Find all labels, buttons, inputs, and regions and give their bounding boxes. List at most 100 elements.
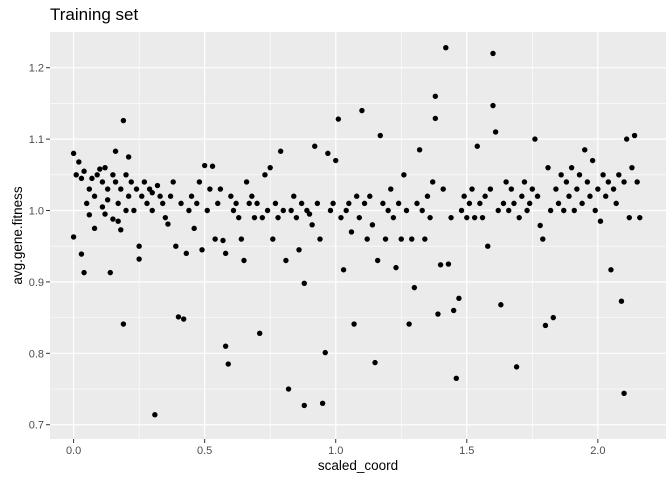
data-point bbox=[456, 295, 462, 302]
data-point bbox=[613, 200, 619, 207]
data-point bbox=[340, 267, 347, 273]
data-point bbox=[589, 157, 596, 164]
data-point bbox=[280, 207, 286, 214]
data-point bbox=[91, 193, 98, 199]
data-point bbox=[346, 200, 352, 207]
data-point bbox=[409, 236, 415, 242]
data-point bbox=[450, 307, 457, 314]
data-point bbox=[401, 172, 407, 178]
data-point bbox=[526, 200, 533, 207]
data-point bbox=[623, 136, 630, 142]
data-point bbox=[76, 159, 82, 165]
data-point bbox=[558, 172, 564, 178]
data-point bbox=[222, 250, 229, 257]
data-point bbox=[188, 193, 195, 199]
data-point bbox=[377, 132, 383, 139]
data-point bbox=[584, 179, 591, 185]
data-point bbox=[97, 166, 103, 172]
data-point bbox=[419, 207, 425, 214]
data-point bbox=[112, 179, 119, 185]
data-point bbox=[267, 164, 273, 171]
data-point bbox=[288, 207, 294, 214]
data-point bbox=[406, 321, 412, 327]
data-point bbox=[356, 214, 363, 221]
data-point bbox=[270, 236, 276, 242]
data-point bbox=[222, 343, 229, 349]
data-point bbox=[547, 207, 554, 214]
data-point bbox=[301, 402, 307, 409]
data-point bbox=[139, 193, 145, 199]
data-point bbox=[275, 214, 281, 221]
data-point bbox=[314, 200, 321, 207]
data-point bbox=[183, 250, 190, 257]
y-tick-label: 1.2 bbox=[29, 63, 44, 75]
data-point bbox=[243, 179, 250, 185]
data-point bbox=[524, 207, 530, 214]
data-point bbox=[118, 186, 124, 192]
data-point bbox=[175, 314, 182, 320]
y-tick-label: 0.7 bbox=[29, 420, 44, 432]
data-point bbox=[236, 214, 242, 221]
x-tick-label: 2.0 bbox=[590, 445, 605, 457]
data-point bbox=[167, 193, 174, 199]
data-point bbox=[563, 179, 570, 185]
data-point bbox=[149, 207, 155, 214]
data-point bbox=[178, 200, 184, 207]
data-point bbox=[78, 251, 85, 257]
data-point bbox=[107, 269, 113, 276]
data-point bbox=[264, 207, 271, 214]
data-point bbox=[498, 302, 504, 308]
data-point bbox=[616, 172, 622, 178]
data-point bbox=[207, 186, 213, 192]
plot-panel bbox=[50, 32, 666, 439]
data-point bbox=[634, 179, 640, 185]
data-point bbox=[91, 225, 98, 232]
data-point bbox=[605, 179, 612, 185]
data-point bbox=[330, 200, 336, 207]
data-point bbox=[555, 200, 562, 207]
data-point bbox=[89, 175, 95, 182]
y-axis-title: avg.gene.fitness bbox=[10, 186, 25, 285]
data-point bbox=[110, 172, 116, 178]
data-point bbox=[461, 193, 467, 199]
data-point bbox=[194, 200, 200, 207]
data-point bbox=[120, 321, 127, 327]
data-point bbox=[592, 207, 598, 214]
data-point bbox=[104, 186, 111, 192]
data-point bbox=[374, 257, 381, 264]
data-point bbox=[471, 214, 478, 221]
data-point bbox=[532, 136, 538, 142]
data-point bbox=[296, 247, 302, 253]
data-point bbox=[487, 186, 494, 192]
data-point bbox=[479, 214, 486, 221]
data-point bbox=[81, 269, 87, 276]
data-point bbox=[306, 211, 313, 217]
data-point bbox=[519, 193, 525, 199]
data-point bbox=[251, 214, 258, 221]
data-point bbox=[553, 186, 559, 192]
data-point bbox=[508, 186, 515, 192]
data-point bbox=[503, 179, 509, 185]
x-tick-label: 1.0 bbox=[328, 445, 343, 457]
data-point bbox=[125, 154, 132, 160]
data-point bbox=[246, 200, 252, 207]
data-point bbox=[571, 207, 577, 214]
data-point bbox=[403, 207, 410, 214]
data-point bbox=[369, 222, 376, 228]
data-point bbox=[259, 214, 266, 221]
data-point bbox=[115, 218, 121, 224]
data-point bbox=[529, 186, 536, 192]
data-point bbox=[99, 204, 106, 210]
data-point bbox=[186, 207, 192, 214]
data-point bbox=[511, 200, 517, 207]
data-point bbox=[196, 179, 203, 185]
data-point bbox=[432, 115, 439, 122]
data-point bbox=[537, 222, 543, 229]
data-point bbox=[343, 207, 349, 214]
data-point bbox=[238, 236, 245, 242]
data-point bbox=[631, 132, 638, 139]
data-point bbox=[348, 229, 355, 235]
data-point bbox=[217, 186, 224, 192]
data-point bbox=[78, 175, 85, 182]
data-point bbox=[621, 390, 627, 397]
